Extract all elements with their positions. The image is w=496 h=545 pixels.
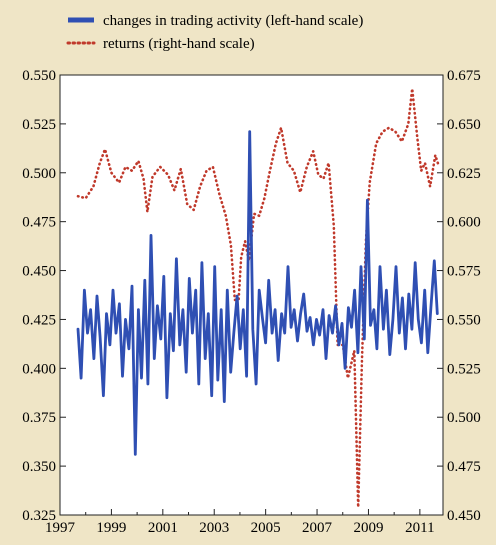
legend-label-returns: returns (right-hand scale): [103, 36, 255, 52]
x-tick-label: 1997: [45, 520, 76, 536]
y-left-tick-label: 0.475: [22, 215, 56, 231]
y-axis-right: 0.450 0.475 0.500 0.525 0.550 0.575 0.600 0.625…: [437, 68, 481, 524]
x-tick-label: 2011: [405, 520, 434, 536]
y-right-tick-label: 0.525: [447, 361, 481, 377]
y-right-tick-label: 0.600: [447, 215, 481, 231]
x-axis: 1997 1999 2001 2003 2005 2007 2009 2011: [45, 509, 435, 536]
x-tick-label: 2009: [353, 520, 383, 536]
series-line-trading-activity: [76, 130, 439, 456]
y-left-tick-label: 0.375: [22, 410, 56, 426]
y-left-tick-label: 0.400: [22, 361, 56, 377]
y-left-tick-label: 0.325: [22, 508, 56, 524]
series-layer: [76, 87, 441, 509]
x-tick-label: 2005: [251, 520, 281, 536]
y-left-tick-label: 0.350: [22, 459, 56, 475]
y-axis-left: 0.325 0.350 0.375 0.400 0.425 0.450 0.475 0.500…: [22, 68, 66, 524]
y-right-tick-label: 0.575: [447, 264, 481, 280]
y-left-tick-label: 0.450: [22, 264, 56, 280]
y-right-tick-label: 0.450: [447, 508, 481, 524]
x-tick-label: 2007: [302, 520, 333, 536]
legend: changes in trading activity (left-hand s…: [66, 13, 363, 52]
y-right-tick-label: 0.500: [447, 410, 481, 426]
y-right-tick-label: 0.675: [447, 68, 481, 84]
y-left-tick-label: 0.525: [22, 117, 56, 133]
y-right-tick-label: 0.625: [447, 166, 481, 182]
y-left-tick-label: 0.550: [22, 68, 56, 84]
x-tick-label: 2001: [148, 520, 178, 536]
y-right-tick-label: 0.550: [447, 312, 481, 328]
legend-label-trading-activity: changes in trading activity (left-hand s…: [103, 13, 363, 29]
y-left-tick-label: 0.425: [22, 312, 56, 328]
y-right-tick-label: 0.475: [447, 459, 481, 475]
x-tick-label: 2003: [199, 520, 229, 536]
series-line-returns: [76, 87, 441, 509]
legend-item-trading-activity: changes in trading activity (left-hand s…: [68, 13, 363, 29]
x-tick-label: 1999: [96, 520, 126, 536]
legend-item-returns: returns (right-hand scale): [66, 36, 255, 52]
y-right-tick-label: 0.650: [447, 117, 481, 133]
y-left-tick-label: 0.500: [22, 166, 56, 182]
